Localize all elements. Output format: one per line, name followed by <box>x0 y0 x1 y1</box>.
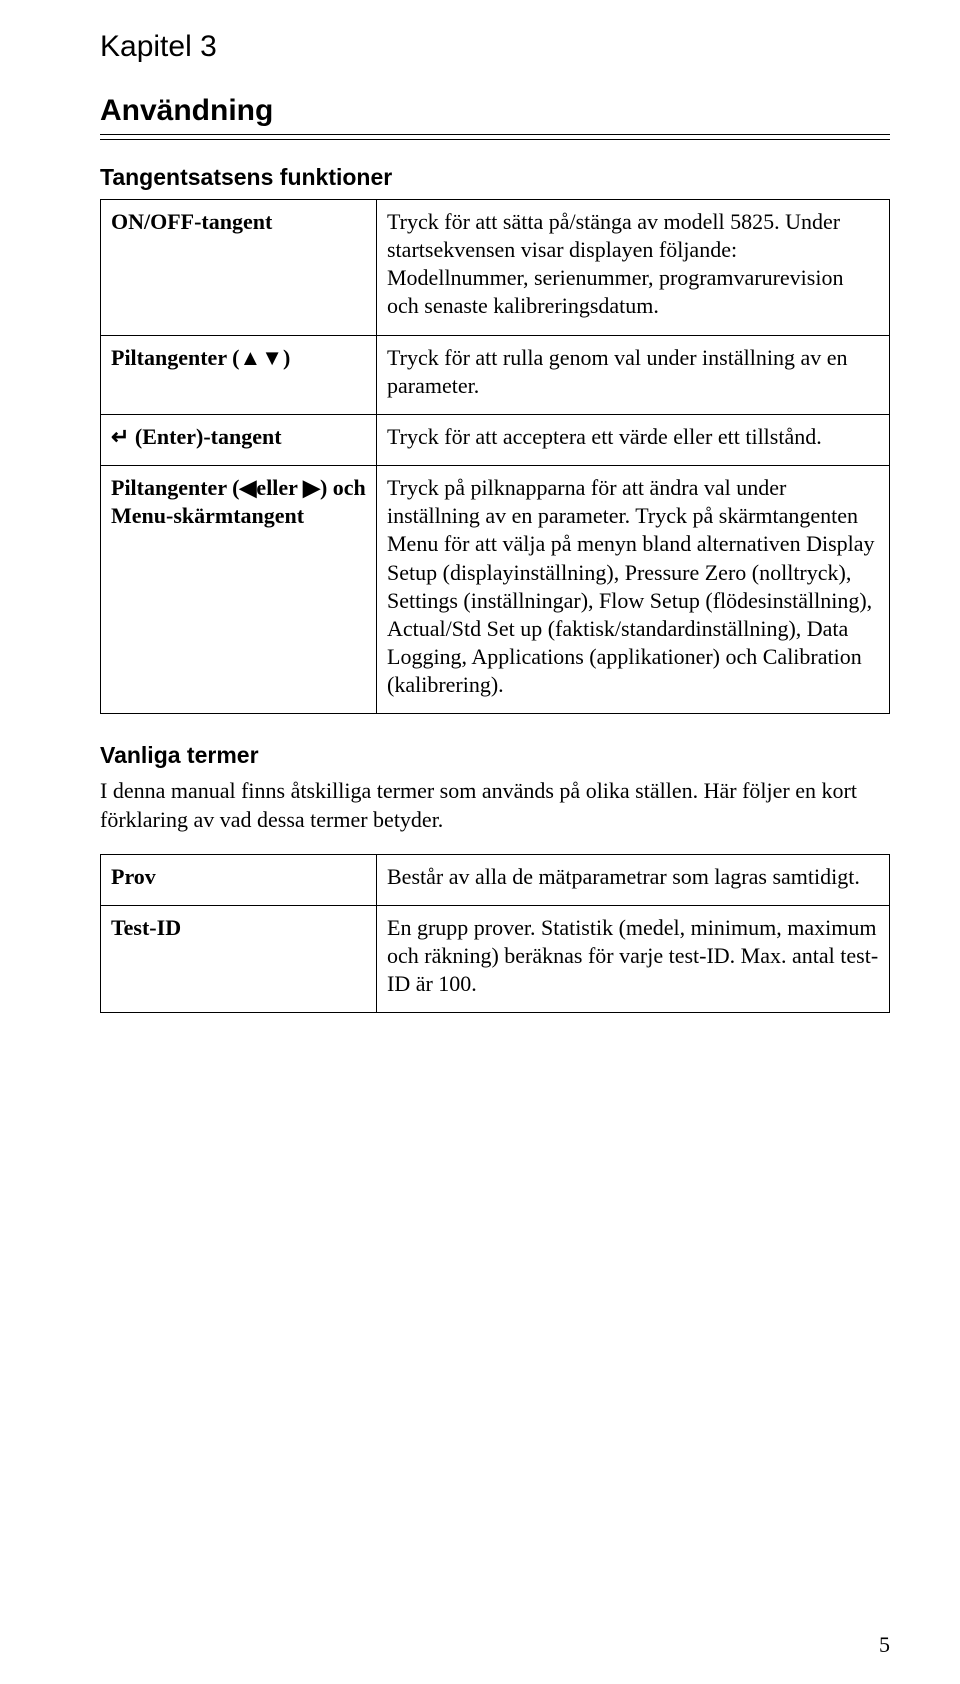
section2-intro: I denna manual finns åtskilliga termer s… <box>100 777 890 833</box>
page-number: 5 <box>879 1632 890 1658</box>
term-cell: Piltangenter (▲▼) <box>101 335 377 414</box>
common-terms-table: Prov Består av alla de mätparametrar som… <box>100 854 890 1014</box>
chapter-label: Kapitel 3 <box>100 30 890 64</box>
page-title: Användning <box>100 94 890 128</box>
term-cell: ↵ (Enter)-tangent <box>101 414 377 465</box>
table-row: Test-ID En grupp prover. Statistik (mede… <box>101 905 890 1012</box>
term-cell: Test-ID <box>101 905 377 1012</box>
section1-heading: Tangentsatsens funktioner <box>100 164 890 191</box>
term-cell: Piltangenter (◀eller ▶) och Menu-skärmta… <box>101 466 377 714</box>
desc-cell: Tryck för att sätta på/stänga av modell … <box>377 200 890 336</box>
table-row: ↵ (Enter)-tangent Tryck för att accepter… <box>101 414 890 465</box>
desc-cell: Tryck för att rulla genom val under inst… <box>377 335 890 414</box>
term-cell: ON/OFF-tangent <box>101 200 377 336</box>
table-row: ON/OFF-tangent Tryck för att sätta på/st… <box>101 200 890 336</box>
table-row: Piltangenter (◀eller ▶) och Menu-skärmta… <box>101 466 890 714</box>
desc-cell: Tryck för att acceptera ett värde eller … <box>377 414 890 465</box>
desc-cell: Tryck på pilknapparna för att ändra val … <box>377 466 890 714</box>
keypad-functions-table: ON/OFF-tangent Tryck för att sätta på/st… <box>100 199 890 714</box>
desc-cell: En grupp prover. Statistik (medel, minim… <box>377 905 890 1012</box>
table-row: Prov Består av alla de mätparametrar som… <box>101 854 890 905</box>
title-rule <box>100 134 890 140</box>
table-row: Piltangenter (▲▼) Tryck för att rulla ge… <box>101 335 890 414</box>
term-cell: Prov <box>101 854 377 905</box>
page: Kapitel 3 Användning Tangentsatsens funk… <box>0 0 960 1684</box>
section2-heading: Vanliga termer <box>100 742 890 769</box>
desc-cell: Består av alla de mätparametrar som lagr… <box>377 854 890 905</box>
